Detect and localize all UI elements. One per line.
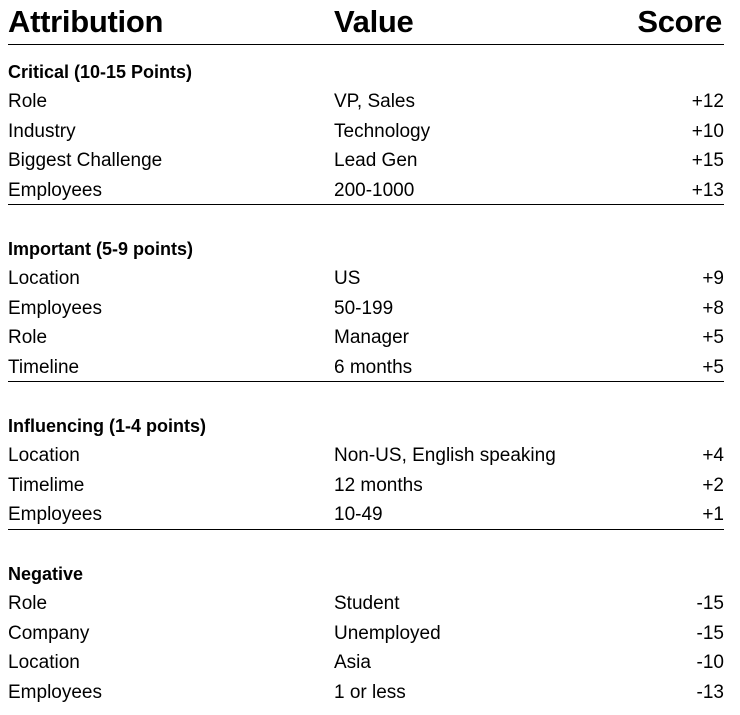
cell-attribution: Location — [8, 268, 80, 289]
cell-attribution: Employees — [8, 179, 102, 201]
cell-attribution: Role — [8, 91, 48, 112]
section-critical: Critical (10-15 Points) Role VP, Sales +… — [8, 58, 724, 206]
table-row: Role VP, Sales +12 — [8, 87, 724, 117]
cell-score: -15 — [696, 622, 724, 644]
table-row: Employees 200-1000 +13 — [8, 176, 724, 206]
cell-attribution: Biggest Challenge — [8, 150, 163, 172]
section-title: Negative — [8, 564, 84, 584]
cell-score: +2 — [702, 474, 724, 496]
cell-attribution: Location — [8, 652, 80, 674]
table-header: Attribution Value Score — [8, 0, 724, 45]
cell-score: +8 — [702, 297, 724, 319]
cell-attribution: Company — [8, 622, 90, 644]
cell-attribution: Role — [8, 593, 48, 614]
table-row: Location US +9 — [8, 264, 724, 294]
cell-score: +5 — [702, 327, 724, 349]
cell-score: +5 — [702, 356, 724, 378]
table-row: Employees 10-49 +1 — [8, 500, 724, 530]
cell-attribution: Role — [8, 327, 48, 349]
table-row: Company Unemployed -15 — [8, 619, 724, 649]
header-score: Score — [637, 4, 722, 39]
header-attribution: Attribution — [8, 4, 164, 39]
cell-score: -15 — [696, 593, 724, 614]
cell-score: +1 — [702, 504, 724, 526]
header-value: Value — [334, 4, 414, 39]
cell-value: Non-US, English speaking — [334, 445, 556, 466]
cell-value: Technology — [334, 120, 431, 142]
table-row: Employees 50-199 +8 — [8, 294, 724, 324]
cell-value: VP, Sales — [334, 91, 415, 112]
cell-score: +10 — [691, 120, 724, 142]
table-row: Industry Technology +10 — [8, 117, 724, 147]
cell-attribution: Location — [8, 445, 80, 466]
cell-value: US — [334, 268, 361, 289]
cell-attribution: Timelime — [8, 474, 85, 496]
cell-value: 50-199 — [334, 297, 394, 319]
cell-value: 200-1000 — [334, 179, 415, 201]
table-row: Biggest Challenge Lead Gen +15 — [8, 146, 724, 176]
cell-attribution: Timeline — [8, 356, 80, 378]
scoring-table: Attribution Value Score Critical (10-15 … — [8, 0, 724, 703]
cell-attribution: Employees — [8, 297, 102, 319]
cell-value: 12 months — [334, 474, 423, 496]
table-row: Role Manager +5 — [8, 323, 724, 353]
cell-score: +9 — [702, 268, 724, 289]
cell-attribution: Industry — [8, 120, 76, 142]
section-negative: Negative Role Student -15 Company Unempl… — [8, 560, 724, 707]
table-row: Timeline 6 months +5 — [8, 353, 724, 383]
cell-value: Manager — [334, 327, 409, 349]
cell-score: -13 — [696, 681, 724, 703]
section-title: Influencing (1-4 points) — [8, 416, 206, 436]
section-title: Critical (10-15 Points) — [8, 62, 193, 82]
table-row: Employees 1 or less -13 — [8, 678, 724, 708]
section-important: Important (5-9 points) Location US +9 Em… — [8, 235, 724, 383]
table-row: Timelime 12 months +2 — [8, 471, 724, 501]
section-influencing: Influencing (1-4 points) Location Non-US… — [8, 412, 724, 530]
section-title: Important (5-9 points) — [8, 239, 193, 259]
cell-score: +13 — [691, 179, 724, 201]
cell-score: +15 — [691, 150, 724, 172]
cell-attribution: Employees — [8, 681, 102, 703]
cell-value: Student — [334, 593, 400, 614]
cell-value: Asia — [334, 652, 371, 674]
cell-value: 1 or less — [334, 681, 406, 703]
cell-attribution: Employees — [8, 504, 102, 526]
cell-score: -10 — [696, 652, 724, 674]
cell-score: +4 — [702, 445, 724, 466]
table-row: Location Non-US, English speaking +4 — [8, 441, 724, 471]
cell-value: Unemployed — [334, 622, 441, 644]
table-row: Role Student -15 — [8, 589, 724, 619]
cell-value: 10-49 — [334, 504, 383, 526]
table-row: Location Asia -10 — [8, 648, 724, 678]
cell-score: +12 — [691, 91, 724, 112]
cell-value: Lead Gen — [334, 150, 418, 172]
cell-value: 6 months — [334, 356, 413, 378]
